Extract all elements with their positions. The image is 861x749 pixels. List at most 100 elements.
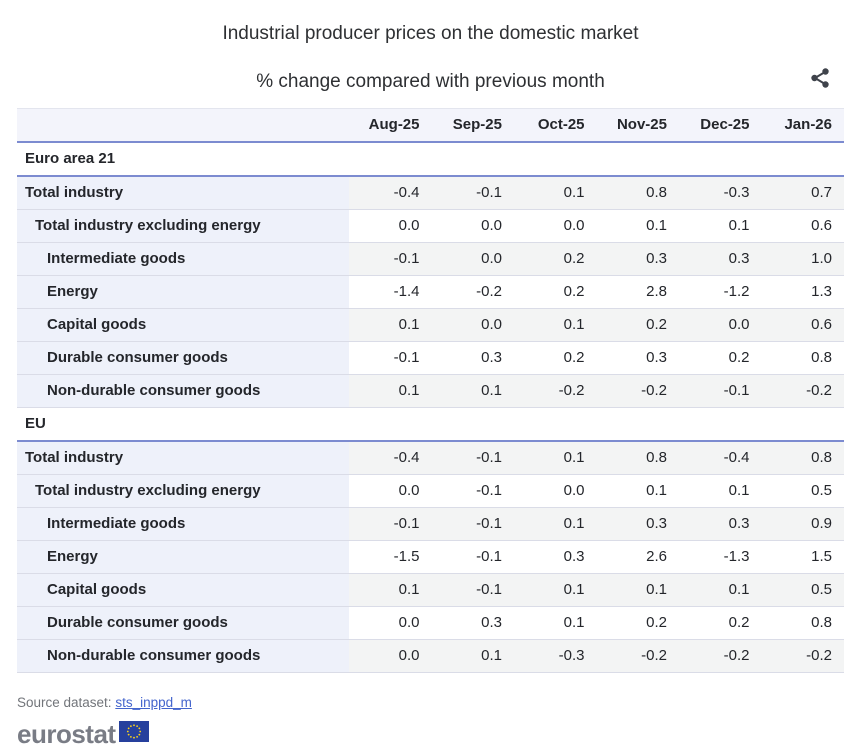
- value-cell: 2.6: [596, 540, 679, 574]
- value-cell: 0.0: [349, 606, 432, 640]
- table-row: Total industry excluding energy 0.0 -0.1 0.…: [17, 474, 844, 508]
- value-cell: 0.1: [679, 209, 762, 243]
- value-cell: 0.3: [596, 242, 679, 276]
- value-cell: 0.5: [761, 474, 844, 508]
- value-cell: 2.8: [596, 275, 679, 309]
- value-cell: -0.2: [761, 639, 844, 673]
- table-row: Total industry -0.4 -0.1 0.1 0.8 -0.4 0.8: [17, 440, 844, 475]
- value-cell: 0.0: [514, 474, 597, 508]
- value-cell: -0.2: [761, 374, 844, 408]
- section-name: EU: [17, 407, 844, 442]
- value-cell: 0.8: [596, 175, 679, 210]
- value-cell: 1.3: [761, 275, 844, 309]
- value-cell: -0.1: [431, 474, 514, 508]
- value-cell: 0.3: [596, 507, 679, 541]
- source-dataset-link[interactable]: sts_inppd_m: [115, 694, 192, 710]
- value-cell: -0.2: [679, 639, 762, 673]
- column-header: Jan-26: [761, 107, 844, 143]
- row-label: Durable consumer goods: [17, 341, 349, 375]
- value-cell: 0.1: [514, 507, 597, 541]
- value-cell: -0.1: [431, 440, 514, 475]
- value-cell: -0.1: [431, 540, 514, 574]
- value-cell: 0.2: [514, 341, 597, 375]
- value-cell: 0.1: [431, 374, 514, 408]
- value-cell: 0.5: [761, 573, 844, 607]
- row-label: Non-durable consumer goods: [17, 639, 349, 673]
- column-header: Dec-25: [679, 107, 762, 143]
- value-cell: -0.1: [349, 507, 432, 541]
- value-cell: 0.0: [349, 209, 432, 243]
- value-cell: 0.1: [514, 175, 597, 210]
- value-cell: 0.3: [514, 540, 597, 574]
- row-label: Intermediate goods: [17, 507, 349, 541]
- value-cell: 0.1: [596, 474, 679, 508]
- column-header: Nov-25: [596, 107, 679, 143]
- page-subtitle: % change compared with previous month: [256, 70, 605, 92]
- value-cell: 0.0: [514, 209, 597, 243]
- value-cell: -0.2: [596, 639, 679, 673]
- value-cell: 1.5: [761, 540, 844, 574]
- value-cell: -1.2: [679, 275, 762, 309]
- table-body: Euro area 21 Total industry -0.4 -0.1 0.1 0.8…: [17, 141, 844, 673]
- value-cell: -1.5: [349, 540, 432, 574]
- table-row: Energy -1.5 -0.1 0.3 2.6 -1.3 1.5: [17, 540, 844, 574]
- value-cell: -0.1: [349, 341, 432, 375]
- value-cell: 0.9: [761, 507, 844, 541]
- page-title: Industrial producer prices on the domest…: [222, 23, 639, 44]
- row-label: Non-durable consumer goods: [17, 374, 349, 408]
- section-name: Euro area 21: [17, 141, 844, 177]
- value-cell: 0.8: [761, 440, 844, 475]
- value-cell: -1.3: [679, 540, 762, 574]
- value-cell: 0.0: [431, 209, 514, 243]
- value-cell: 0.1: [431, 639, 514, 673]
- value-cell: 0.8: [761, 606, 844, 640]
- value-cell: 0.1: [679, 474, 762, 508]
- value-cell: 0.6: [761, 308, 844, 342]
- value-cell: 0.1: [349, 308, 432, 342]
- value-cell: 0.0: [431, 242, 514, 276]
- value-cell: 0.8: [596, 440, 679, 475]
- row-label: Total industry excluding energy: [17, 474, 349, 508]
- table-row: Total industry -0.4 -0.1 0.1 0.8 -0.3 0.7: [17, 175, 844, 210]
- value-cell: 0.7: [761, 175, 844, 210]
- value-cell: 0.1: [514, 606, 597, 640]
- value-cell: 0.3: [596, 341, 679, 375]
- eu-flag-icon: [118, 720, 149, 747]
- row-label: Capital goods: [17, 573, 349, 607]
- value-cell: -0.3: [679, 175, 762, 210]
- value-cell: 0.2: [514, 275, 597, 309]
- table-row: Energy -1.4 -0.2 0.2 2.8 -1.2 1.3: [17, 275, 844, 309]
- title-block: Industrial producer prices on the domest…: [17, 0, 844, 94]
- value-cell: -0.2: [431, 275, 514, 309]
- table-row: Capital goods 0.1 0.0 0.1 0.2 0.0 0.6: [17, 308, 844, 342]
- row-label: Intermediate goods: [17, 242, 349, 276]
- value-cell: 1.0: [761, 242, 844, 276]
- table-row: Non-durable consumer goods 0.0 0.1 -0.3 -0.2…: [17, 639, 844, 673]
- value-cell: -0.4: [679, 440, 762, 475]
- value-cell: 0.1: [596, 573, 679, 607]
- column-header: Oct-25: [514, 107, 597, 143]
- value-cell: 0.0: [349, 639, 432, 673]
- row-label: Capital goods: [17, 308, 349, 342]
- row-label: Energy: [17, 275, 349, 309]
- value-cell: 0.1: [349, 374, 432, 408]
- value-cell: -0.1: [431, 175, 514, 210]
- value-cell: 0.0: [431, 308, 514, 342]
- share-button[interactable]: [806, 64, 834, 92]
- column-header: Sep-25: [431, 107, 514, 143]
- value-cell: -0.1: [431, 573, 514, 607]
- value-cell: 0.1: [514, 440, 597, 475]
- value-cell: -0.1: [349, 242, 432, 276]
- value-cell: 0.2: [679, 606, 762, 640]
- value-cell: 0.3: [431, 341, 514, 375]
- table-row: Capital goods 0.1 -0.1 0.1 0.1 0.1 0.5: [17, 573, 844, 607]
- value-cell: 0.1: [514, 308, 597, 342]
- value-cell: 0.1: [349, 573, 432, 607]
- row-label: Total industry: [17, 175, 349, 210]
- table-row: Total industry excluding energy 0.0 0.0 0.0…: [17, 209, 844, 243]
- value-cell: 0.1: [514, 573, 597, 607]
- value-cell: -0.1: [431, 507, 514, 541]
- value-cell: 0.3: [679, 242, 762, 276]
- row-label: Total industry: [17, 440, 349, 475]
